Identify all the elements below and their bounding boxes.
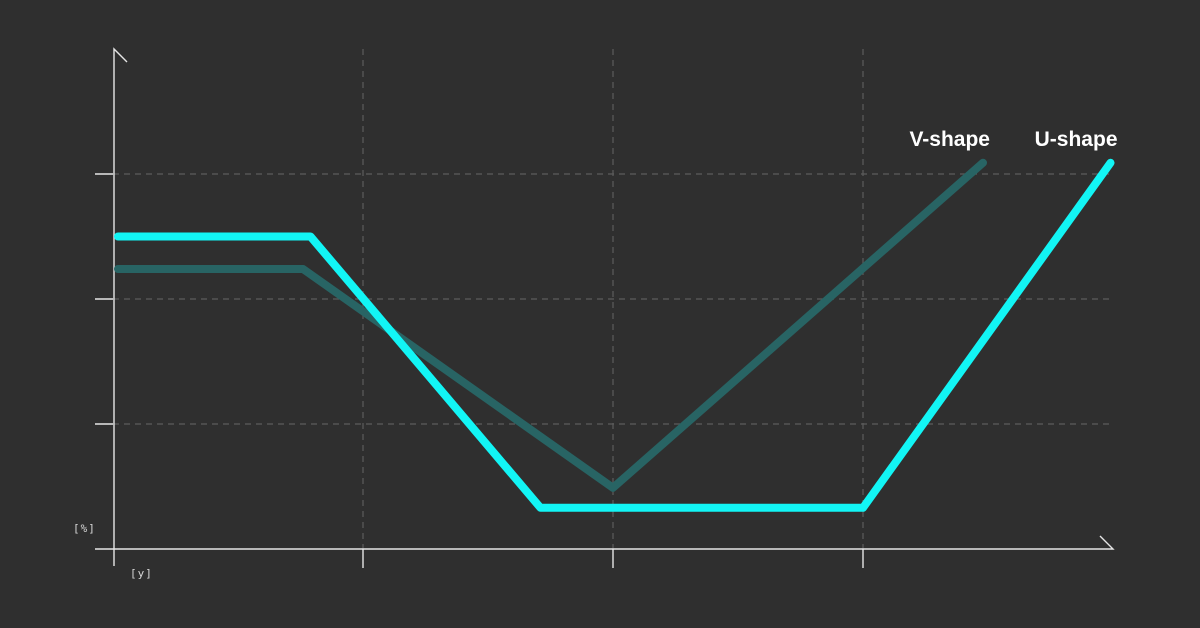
x-axis	[95, 535, 1115, 550]
axis-ticks	[95, 173, 864, 568]
axes	[95, 47, 1115, 566]
gridlines	[113, 49, 1113, 549]
series-line-u-shape	[114, 158, 1115, 512]
y-axis-label: [%]	[73, 522, 96, 535]
series-labels: V-shape U-shape	[909, 128, 1117, 151]
series-label-u-shape: U-shape	[1035, 128, 1118, 151]
series-label-v-shape: V-shape	[909, 128, 990, 151]
y-axis	[113, 47, 128, 566]
series	[114, 158, 1115, 512]
series-line-v-shape	[114, 158, 987, 492]
x-axis-label: [y]	[130, 567, 153, 580]
